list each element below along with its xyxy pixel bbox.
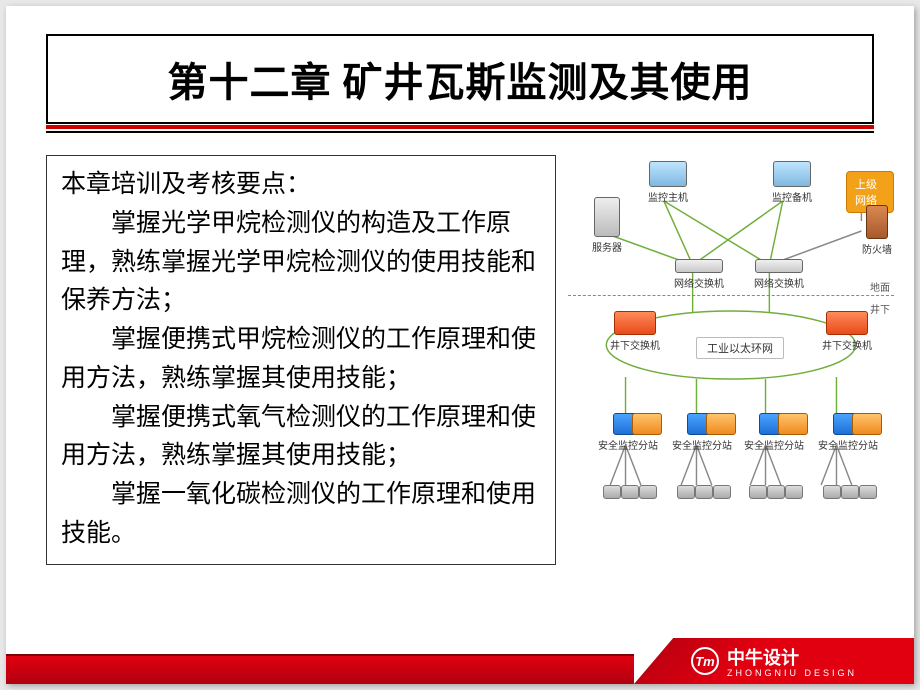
node-field-2c (713, 485, 731, 501)
accent-rule-red (46, 125, 874, 129)
body-p3: 掌握便携式氧气检测仪的工作原理和使用方法，熟练掌握其使用技能； (61, 399, 541, 477)
node-monitor-host: 监控主机 (648, 161, 688, 204)
footer-stripe (6, 654, 634, 684)
body-heading: 本章培训及考核要点： (61, 171, 311, 198)
node-substation-4b (852, 413, 882, 437)
node-firewall: 防火墙 (862, 205, 892, 256)
node-field-3b (767, 485, 785, 501)
slide-title: 第十二章 矿井瓦斯监测及其使用 (58, 50, 862, 108)
label-underground: 井下 (870, 301, 890, 316)
body-text-frame: 本章培训及考核要点： 掌握光学甲烷检测仪的构造及工作原理，熟练掌握光学甲烷检测仪… (46, 155, 556, 565)
node-field-2b (695, 485, 713, 501)
node-field-1a (603, 485, 621, 501)
brand-logo-icon: Tm (691, 647, 719, 675)
network-diagram: 服务器 监控主机 监控备机 上级网络 防火墙 网络交换机 网络交换机 地面 井下… (568, 155, 894, 555)
node-field-4c (859, 485, 877, 501)
node-ug-switch-left: 井下交换机 (610, 311, 660, 352)
divider-surface-underground (568, 295, 894, 296)
label-surface: 地面 (870, 279, 890, 294)
node-field-4b (841, 485, 859, 501)
node-field-4a (823, 485, 841, 501)
node-field-1b (621, 485, 639, 501)
brand-text: 中牛设计 ZHONGNIU DESIGN (727, 644, 857, 678)
node-field-1c (639, 485, 657, 501)
footer: Tm 中牛设计 ZHONGNIU DESIGN (6, 638, 914, 684)
node-substation-3b (778, 413, 808, 437)
accent-rule-black (46, 131, 874, 133)
body-p4: 掌握一氧化碳检测仪的工作原理和使用技能。 (61, 476, 541, 554)
node-field-3c (785, 485, 803, 501)
node-switch-right: 网络交换机 (754, 259, 804, 290)
node-switch-left: 网络交换机 (674, 259, 724, 290)
body-p2: 掌握便携式甲烷检测仪的工作原理和使用方法，熟练掌握其使用技能； (61, 321, 541, 399)
node-substation-2b (706, 413, 736, 437)
node-substation-1b (632, 413, 662, 437)
body-p1: 掌握光学甲烷检测仪的构造及工作原理，熟练掌握光学甲烷检测仪的使用技能和保养方法； (61, 205, 541, 321)
slide: 第十二章 矿井瓦斯监测及其使用 本章培训及考核要点： 掌握光学甲烷检测仪的构造及… (6, 6, 914, 684)
title-frame: 第十二章 矿井瓦斯监测及其使用 (46, 34, 874, 124)
node-server: 服务器 (592, 197, 622, 254)
node-field-2a (677, 485, 695, 501)
node-monitor-backup: 监控备机 (772, 161, 812, 204)
node-field-3a (749, 485, 767, 501)
content-row: 本章培训及考核要点： 掌握光学甲烷检测仪的构造及工作原理，熟练掌握光学甲烷检测仪… (46, 155, 894, 565)
footer-brand: Tm 中牛设计 ZHONGNIU DESIGN (634, 638, 914, 684)
node-ug-switch-right: 井下交换机 (822, 311, 872, 352)
label-ring: 工业以太环网 (696, 337, 784, 359)
